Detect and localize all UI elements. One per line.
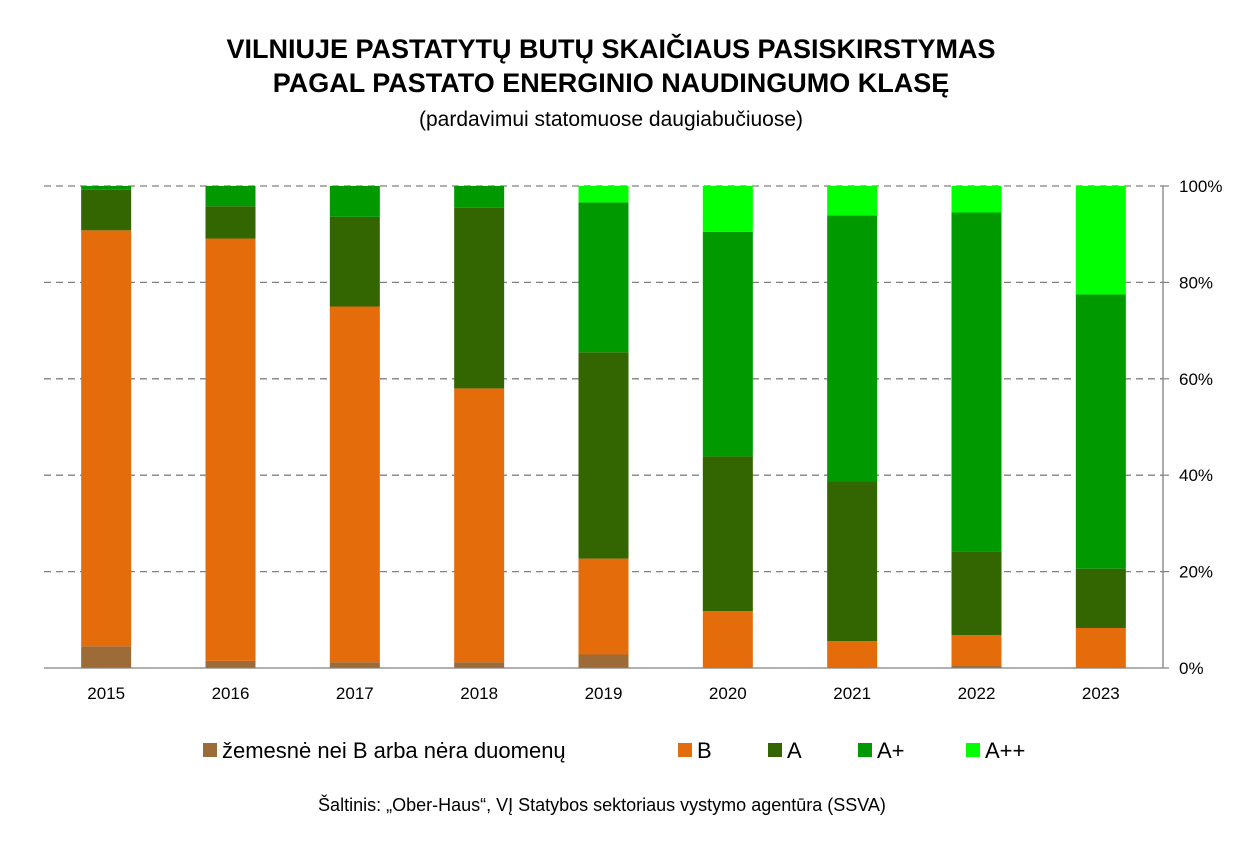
bar-segment	[454, 207, 505, 389]
legend-label: A	[787, 738, 802, 763]
y-tick-label: 20%	[1179, 563, 1213, 582]
x-tick-label: 2015	[87, 684, 125, 703]
bar-segment	[1075, 294, 1126, 569]
bar-segment	[1075, 568, 1126, 628]
bar-segment	[454, 186, 505, 208]
legend-label: B	[697, 738, 712, 763]
legend-label: žemesnė nei B arba nėra duomenų	[222, 738, 566, 763]
bars	[81, 186, 1126, 668]
legend-item: B	[678, 738, 712, 763]
x-tick-label: 2017	[336, 684, 374, 703]
bar-segment	[329, 186, 380, 217]
legend-item: žemesnė nei B arba nėra duomenų	[203, 738, 566, 763]
bar-segment	[578, 654, 629, 668]
bar-segment	[702, 456, 753, 612]
bar-segment	[951, 551, 1002, 636]
legend-swatch	[203, 743, 217, 757]
legend-label: A+	[877, 738, 905, 763]
bar-segment	[951, 665, 1002, 668]
x-tick-label: 2022	[958, 684, 996, 703]
legend-item: A	[768, 738, 802, 763]
chart-title-line1: VILNIUJE PASTATYTŲ BUTŲ SKAIČIAUS PASISK…	[226, 33, 995, 64]
bar-segment	[702, 186, 753, 232]
legend-item: A++	[966, 738, 1025, 763]
bar-segment	[205, 186, 256, 207]
bar-segment	[827, 481, 878, 642]
y-axis-labels: 0% 20% 40% 60% 80% 100%	[1179, 177, 1222, 678]
legend-swatch	[966, 743, 980, 757]
bar-segment	[578, 186, 629, 203]
axes	[44, 186, 1164, 669]
y-tick-label: 80%	[1179, 273, 1213, 292]
bar-segment	[578, 352, 629, 559]
bar-segment	[329, 306, 380, 663]
legend-item: A+	[858, 738, 905, 763]
bar-segment	[81, 186, 132, 190]
x-tick-label: 2021	[833, 684, 871, 703]
x-tick-label: 2020	[709, 684, 747, 703]
x-tick-label: 2019	[585, 684, 623, 703]
bar-segment	[951, 186, 1002, 213]
bar-segment	[827, 215, 878, 482]
x-tick-label: 2023	[1082, 684, 1120, 703]
bar-segment	[1075, 186, 1126, 295]
bar-segment	[454, 662, 505, 668]
legend-label: A++	[985, 738, 1025, 763]
bar-segment	[702, 231, 753, 457]
bar-segment	[827, 641, 878, 668]
x-tick-label: 2016	[212, 684, 250, 703]
bar-segment	[578, 558, 629, 655]
y-tick-label: 100%	[1179, 177, 1222, 196]
bar-segment	[1075, 627, 1126, 668]
legend-swatch	[678, 743, 692, 757]
bar-segment	[951, 635, 1002, 666]
bar-segment	[454, 388, 505, 663]
y-tick-label: 0%	[1179, 659, 1204, 678]
chart-subtitle: (pardavimui statomuose daugiabučiuose)	[419, 108, 803, 131]
x-tick-label: 2018	[460, 684, 498, 703]
bar-segment	[329, 216, 380, 307]
y-tick-label: 60%	[1179, 370, 1213, 389]
bar-segment	[329, 662, 380, 668]
legend: žemesnė nei B arba nėra duomenų B A A+ A++	[203, 738, 1025, 763]
bar-segment	[205, 660, 256, 668]
bar-segment	[81, 230, 132, 647]
x-axis-labels: 2015 2016 2017 2018 2019 2020 2021 2022 2023	[87, 684, 1119, 703]
legend-swatch	[768, 743, 782, 757]
bar-segment	[951, 212, 1002, 552]
bar-segment	[81, 646, 132, 668]
source-note: Šaltinis: „Ober-Haus“, VĮ Statybos sekto…	[318, 794, 886, 815]
bar-segment	[578, 202, 629, 353]
bar-segment	[81, 189, 132, 231]
bar-segment	[205, 238, 256, 661]
bar-segment	[702, 611, 753, 668]
bar-segment	[827, 186, 878, 216]
bar-segment	[205, 206, 256, 239]
y-tick-label: 40%	[1179, 466, 1213, 485]
legend-swatch	[858, 743, 872, 757]
chart-title-line2: PAGAL PASTATO ENERGINIO NAUDINGUMO KLASĘ	[273, 68, 950, 98]
